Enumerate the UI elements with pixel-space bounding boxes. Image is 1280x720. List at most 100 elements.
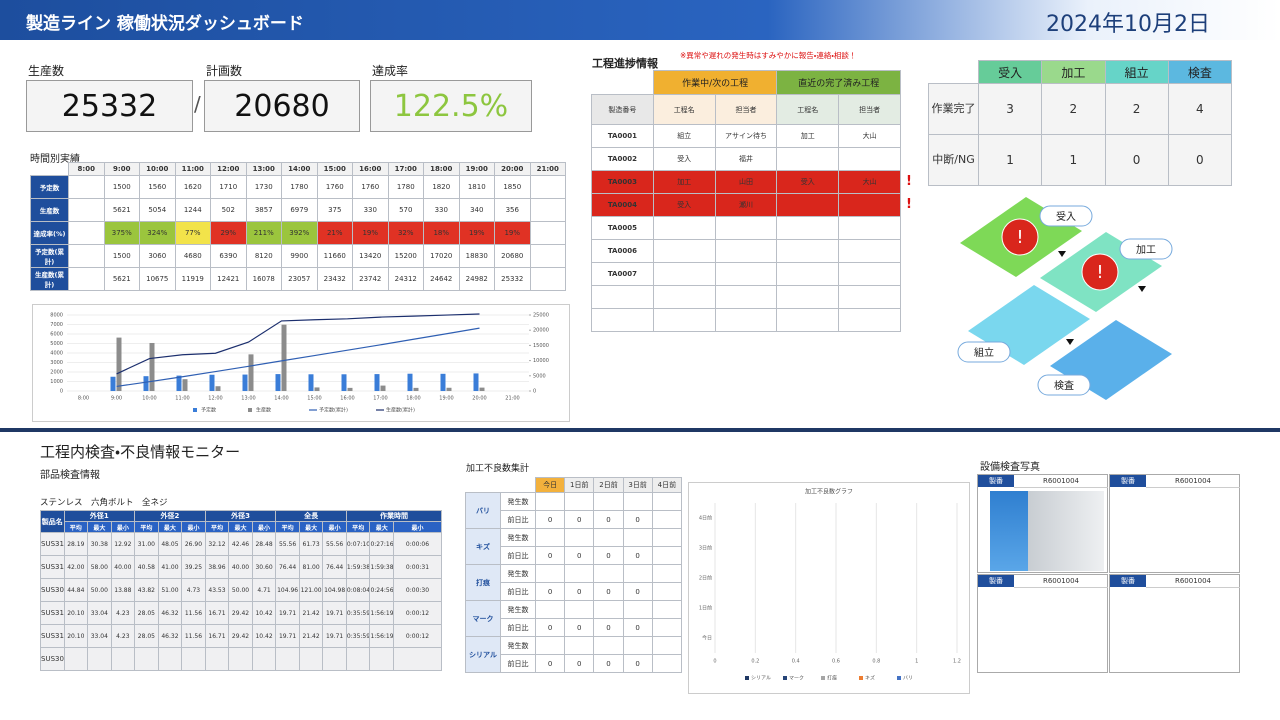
legend-swatch	[821, 676, 825, 680]
bar	[341, 374, 347, 391]
day-header: 今日	[534, 477, 566, 493]
cell	[591, 308, 654, 332]
legend-swatch	[783, 676, 787, 680]
photo-cell: 製番 R6001004	[977, 574, 1108, 673]
cell: 受入	[776, 170, 840, 194]
cell	[776, 308, 840, 332]
y-tick-label: 今日	[702, 635, 712, 642]
y-tick-label: 4日前	[699, 515, 712, 522]
value-cell: 0:07:10	[345, 532, 371, 556]
cell: 大山	[838, 124, 901, 148]
header-row: 8:00 9:00 10:00 11:00 12:00 13:00 14:00 15:00 16…	[31, 162, 566, 176]
value-cell: 0	[593, 546, 624, 565]
cell	[776, 239, 840, 263]
value-cell: 0:00:30	[392, 578, 443, 602]
cell	[652, 285, 716, 309]
status-value: 3	[977, 83, 1043, 135]
section-title: 時間別実績	[30, 154, 80, 165]
value-cell	[651, 492, 683, 511]
value-cell: 32.12	[204, 532, 230, 556]
value-cell	[529, 221, 566, 245]
value-cell: 15200	[387, 244, 424, 268]
value-cell	[651, 618, 683, 637]
value-cell: 40.58	[134, 555, 159, 579]
bar	[380, 385, 386, 391]
data-row: 生産数 5621 5054 1244 502 3857 6979 375 330 570 330 34…	[30, 198, 566, 222]
value-cell: 1560	[139, 175, 176, 199]
value-cell: 0:00:31	[392, 555, 443, 579]
x-tick-label: 12:00	[208, 396, 222, 402]
photo-label: 製番	[978, 475, 1014, 487]
row-label: 予定数	[30, 175, 69, 199]
stat-header: 最小	[251, 521, 277, 533]
name-header: 製品名	[40, 510, 65, 533]
blank-row	[591, 308, 901, 332]
group-header: 全長	[275, 510, 347, 522]
x-tick-label: 9:00	[111, 396, 122, 402]
data-row: SUS316L28.1930.3812.9231.0048.0526.9032.…	[40, 532, 443, 556]
legend-label: バリ	[903, 676, 913, 682]
cell	[838, 216, 901, 240]
value-cell	[134, 647, 159, 671]
value-cell	[622, 528, 653, 547]
value-cell: 17020	[423, 244, 460, 268]
photo-cell: 製番 R6001004	[1109, 574, 1240, 673]
photo-image	[1028, 491, 1104, 571]
hour-header: 18:00	[423, 162, 460, 176]
step-label: 受入	[1056, 211, 1076, 223]
value-cell	[651, 600, 683, 619]
kpi-value: 20680	[234, 88, 330, 124]
value-cell: 324%	[139, 221, 176, 245]
value-cell: 11.56	[181, 601, 206, 625]
value-cell	[593, 600, 624, 619]
photo-label: 製番	[1110, 575, 1146, 587]
value-cell: 4.23	[110, 601, 136, 625]
value-cell: 3857	[245, 198, 282, 222]
value-cell: 26.90	[181, 532, 206, 556]
value-cell: 58.00	[87, 555, 112, 579]
defect-name: 打痕	[465, 564, 501, 601]
value-cell	[87, 647, 112, 671]
value-cell	[622, 564, 653, 583]
status-header: 組立	[1104, 60, 1169, 84]
cell: TA0006	[591, 239, 654, 263]
bar	[182, 379, 188, 391]
x-tick-label: 14:00	[274, 396, 288, 402]
legend-swatch	[248, 408, 252, 412]
cell	[776, 262, 840, 286]
value-cell: 46.32	[157, 624, 183, 648]
cell	[838, 285, 901, 309]
value-cell: 1500	[103, 175, 140, 199]
legend-label: 生産数(累計)	[386, 407, 415, 414]
metric-label: 発生数	[500, 528, 536, 547]
value-cell	[564, 528, 595, 547]
x-tick-label: 20:00	[472, 396, 486, 402]
status-value: 1	[1041, 134, 1106, 186]
x-tick-label: 17:00	[373, 396, 387, 402]
value-cell: 40.00	[110, 555, 136, 579]
value-cell	[564, 492, 595, 511]
value-cell: 1710	[210, 175, 247, 199]
bar	[446, 387, 452, 391]
header-row: 今日 1日前 2日前 3日前 4日前	[466, 477, 683, 493]
value-cell: 16078	[245, 267, 282, 291]
data-row: 作業完了 3 2 2 4	[928, 83, 1233, 135]
blank-row	[591, 285, 901, 309]
day-header: 3日前	[622, 477, 653, 493]
value-cell: 1780	[387, 175, 424, 199]
legend-label: 予定数	[201, 407, 216, 414]
alert-mark: !	[906, 174, 912, 189]
value-cell: 1:59:38	[369, 555, 394, 579]
kpi-value: 122.5%	[393, 88, 509, 124]
cell: 受入	[652, 147, 716, 171]
kpi-box: 20680	[204, 80, 360, 132]
value-cell	[651, 564, 683, 583]
value-cell	[157, 647, 183, 671]
value-cell: 8120	[245, 244, 282, 268]
value-cell	[63, 647, 89, 671]
hour-header: 8:00	[68, 162, 105, 176]
kpi-label: 達成率	[372, 64, 409, 78]
data-row: TA0005	[591, 216, 901, 240]
day-header: 4日前	[651, 477, 683, 493]
value-cell	[228, 647, 253, 671]
